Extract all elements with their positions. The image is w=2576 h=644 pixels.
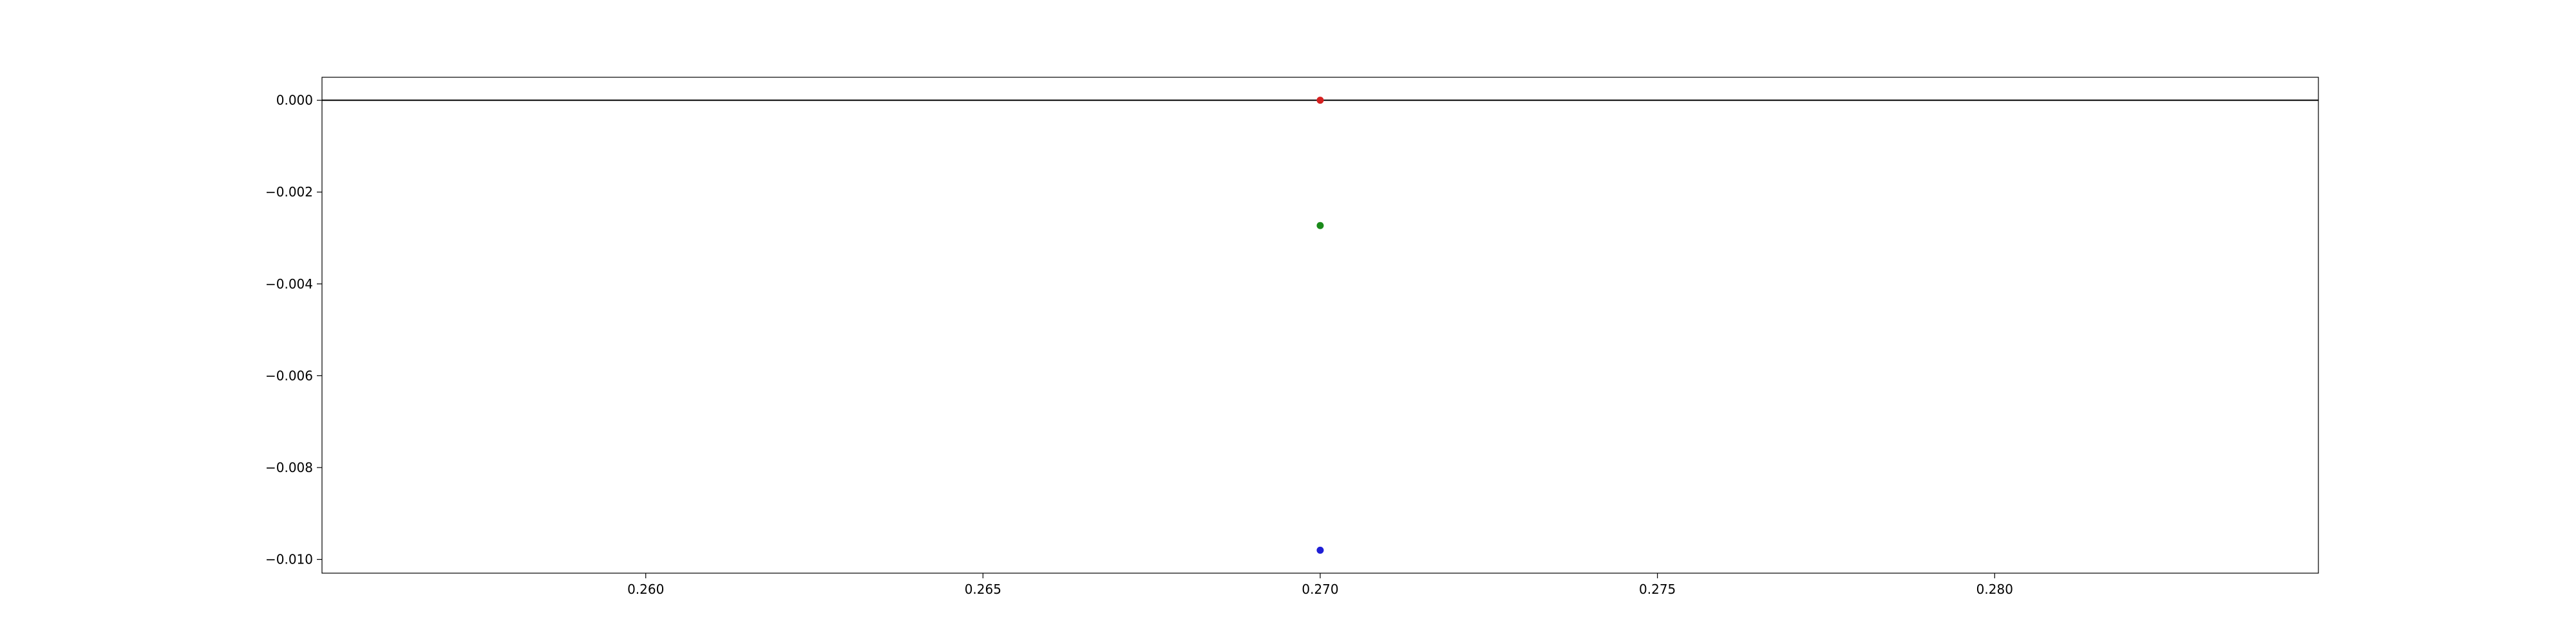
data-point — [1316, 97, 1324, 104]
y-tick-label: −0.002 — [265, 184, 313, 200]
data-points-layer — [1316, 97, 1324, 554]
x-axis: 0.260 0.265 0.270 0.275 0.280 — [627, 573, 2013, 597]
x-tick-label: 0.270 — [1302, 582, 1338, 597]
x-tick-label: 0.275 — [1639, 582, 1676, 597]
x-tick-label: 0.265 — [965, 582, 1001, 597]
data-point — [1316, 546, 1324, 554]
plot-frame — [321, 77, 2319, 574]
x-tick-label: 0.260 — [627, 582, 664, 597]
y-tick-label: −0.006 — [265, 368, 313, 383]
plot-area — [322, 77, 2318, 573]
y-axis: 0.000 −0.002 −0.004 −0.006 −0.008 −0.010 — [265, 93, 322, 567]
y-tick-label: −0.010 — [265, 552, 313, 567]
y-tick-label: −0.008 — [265, 460, 313, 475]
data-point — [1316, 222, 1324, 229]
x-tick-label: 0.280 — [1976, 582, 2013, 597]
y-tick-label: −0.004 — [265, 276, 313, 292]
y-tick-label: 0.000 — [276, 93, 313, 108]
